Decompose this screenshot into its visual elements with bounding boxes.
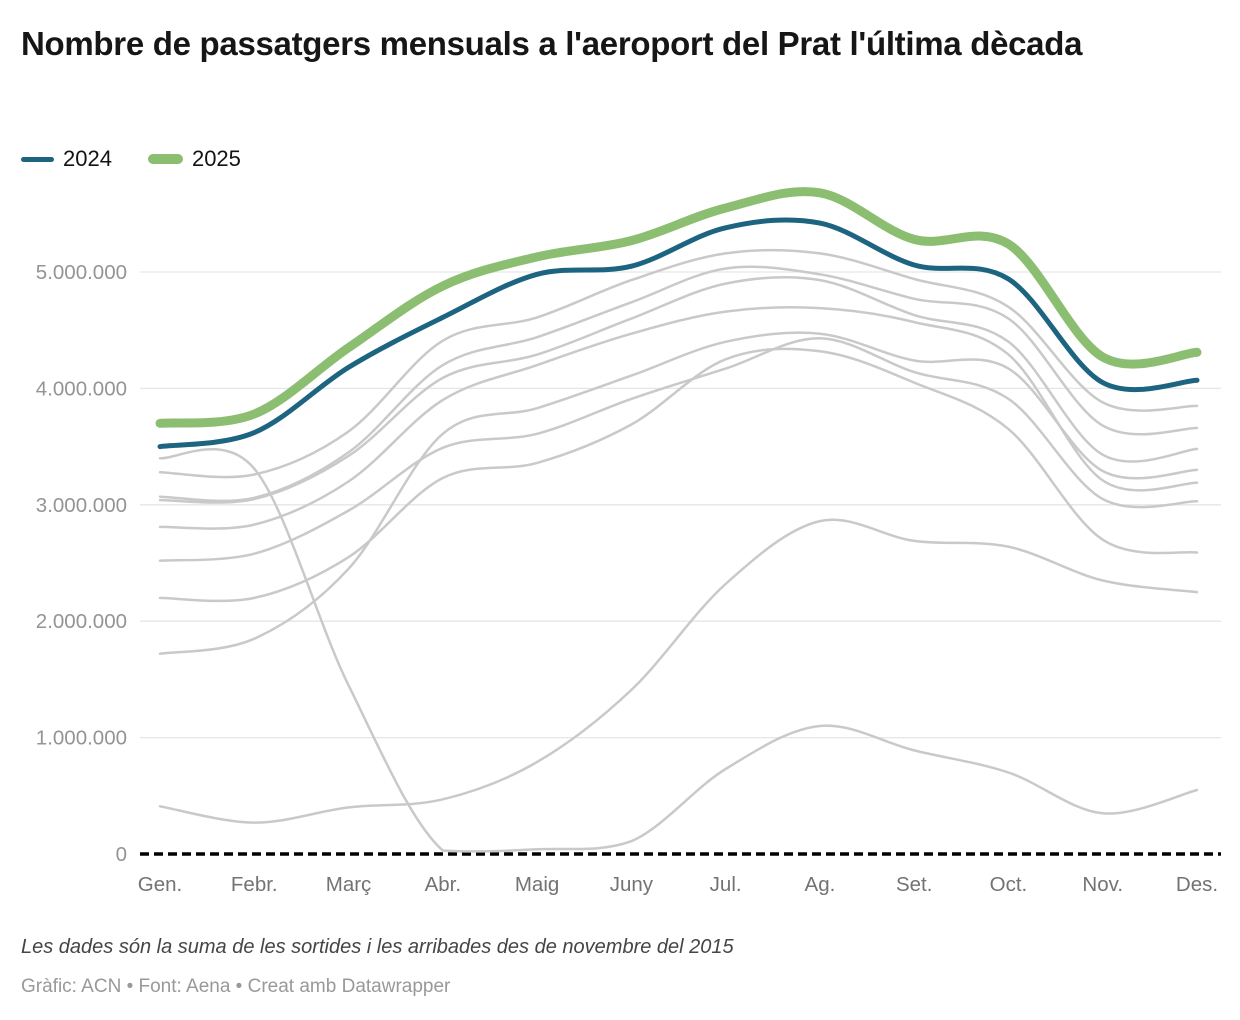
- series-line-2024[interactable]: [157, 217, 1200, 450]
- y-tick-label: 2.000.000: [36, 610, 127, 633]
- series-line-2023[interactable]: [158, 265, 1199, 503]
- legend-item-2024: 2024: [21, 146, 112, 172]
- x-axis-month-label: Maig: [515, 873, 559, 896]
- legend-label-2025: 2025: [191, 146, 241, 171]
- x-axis-month-label: Gen.: [138, 873, 182, 896]
- y-tick-label: 1.000.000: [36, 727, 127, 750]
- series-line-2025[interactable]: [155, 187, 1202, 428]
- x-axis-month-label: Març: [326, 873, 372, 896]
- legend-swatch-2025-line-icon: [147, 154, 183, 164]
- series-line-2015[interactable]: [158, 347, 1199, 603]
- series-line-2018[interactable]: [158, 275, 1199, 504]
- series-line-2022[interactable]: [158, 331, 1199, 656]
- legend-swatch-2024-line-icon: [21, 156, 54, 162]
- x-axis-month-label: Febr.: [231, 873, 278, 896]
- x-axis-month-label: Abr.: [425, 873, 461, 896]
- y-tick-label: 5.000.000: [36, 261, 127, 284]
- series-lines: [155, 187, 1202, 853]
- series-line-2021[interactable]: [158, 518, 1199, 824]
- series-line-2016[interactable]: [158, 337, 1199, 562]
- legend-item-2025: 2025: [147, 146, 241, 172]
- x-axis-month-label: Nov.: [1082, 873, 1123, 896]
- series-line-2019[interactable]: [158, 248, 1199, 479]
- credit-line: Gràfic: ACN • Font: Aena • Creat amb Dat…: [21, 976, 451, 997]
- footnote: Les dades són la suma de les sortides i …: [21, 936, 734, 958]
- y-tick-label: 4.000.000: [36, 377, 127, 400]
- chart-legend: 2024 2025: [21, 146, 241, 172]
- x-axis-month-label: Ag.: [805, 873, 836, 896]
- legend-label-2024: 2024: [63, 146, 112, 171]
- x-axis-month-label: Juny: [610, 873, 654, 896]
- series-line-2017[interactable]: [158, 305, 1199, 530]
- y-tick-label: 0: [116, 843, 127, 866]
- x-axis-month-label: Des.: [1176, 873, 1218, 896]
- x-axis-month-label: Oct.: [990, 873, 1028, 896]
- x-axis-month-label: Set.: [896, 873, 932, 896]
- y-axis: 0 1.000.000 2.000.000 3.000.000 4.000.000 5.0…: [36, 261, 127, 866]
- x-axis-month-label: Jul.: [710, 873, 742, 896]
- series-line-2020[interactable]: [158, 448, 1199, 853]
- x-axis: Gen. Febr. Març Abr. Maig Juny Jul. Ag. Set. Oct.…: [138, 873, 1218, 896]
- y-tick-label: 3.000.000: [36, 494, 127, 517]
- page-title: Nombre de passatgers mensuals a l'aeropo…: [21, 25, 1083, 62]
